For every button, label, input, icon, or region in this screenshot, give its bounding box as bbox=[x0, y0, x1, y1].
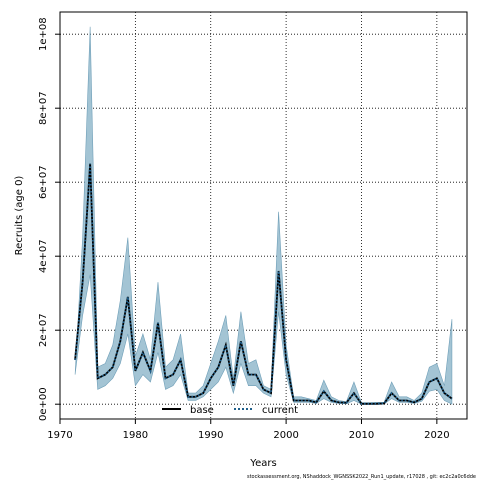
x-axis: 1970 1980 1990 2000 2010 2020 bbox=[47, 419, 450, 441]
y-axis-title: Recruits (age 0) bbox=[14, 176, 25, 256]
x-tick-label: 1980 bbox=[123, 430, 148, 441]
x-tick-label: 2000 bbox=[273, 430, 298, 441]
y-tick-label: 0e+00 bbox=[38, 387, 49, 421]
x-axis-title: Years bbox=[249, 458, 276, 469]
confidence-band bbox=[74, 26, 453, 405]
x-tick-label: 1970 bbox=[47, 430, 72, 441]
x-tick-label: 1990 bbox=[198, 430, 223, 441]
y-tick-label: 8e+07 bbox=[38, 91, 49, 125]
x-tick-label: 2020 bbox=[424, 430, 449, 441]
y-tick-label: 6e+07 bbox=[38, 165, 49, 199]
y-axis: 0e+00 2e+07 4e+07 6e+07 8e+07 1e+08 bbox=[38, 17, 60, 421]
y-tick-label: 1e+08 bbox=[38, 17, 49, 51]
series-line-current bbox=[74, 163, 453, 405]
series-line-base bbox=[74, 163, 453, 405]
legend-base-label: base bbox=[190, 405, 214, 416]
y-tick-label: 2e+07 bbox=[38, 313, 49, 347]
legend: base current bbox=[162, 405, 298, 416]
footnote: stockassessment.org, NShaddock_WGNSSK202… bbox=[247, 474, 476, 480]
series-lines bbox=[74, 163, 453, 405]
x-tick-label: 2010 bbox=[349, 430, 374, 441]
plot-frame bbox=[59, 11, 468, 420]
legend-current-label: current bbox=[262, 405, 298, 416]
y-tick-label: 4e+07 bbox=[38, 239, 49, 273]
confidence-band-area bbox=[74, 26, 453, 405]
